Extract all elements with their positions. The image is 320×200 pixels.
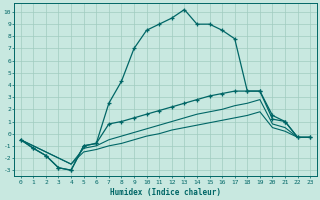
X-axis label: Humidex (Indice chaleur): Humidex (Indice chaleur) — [110, 188, 221, 197]
